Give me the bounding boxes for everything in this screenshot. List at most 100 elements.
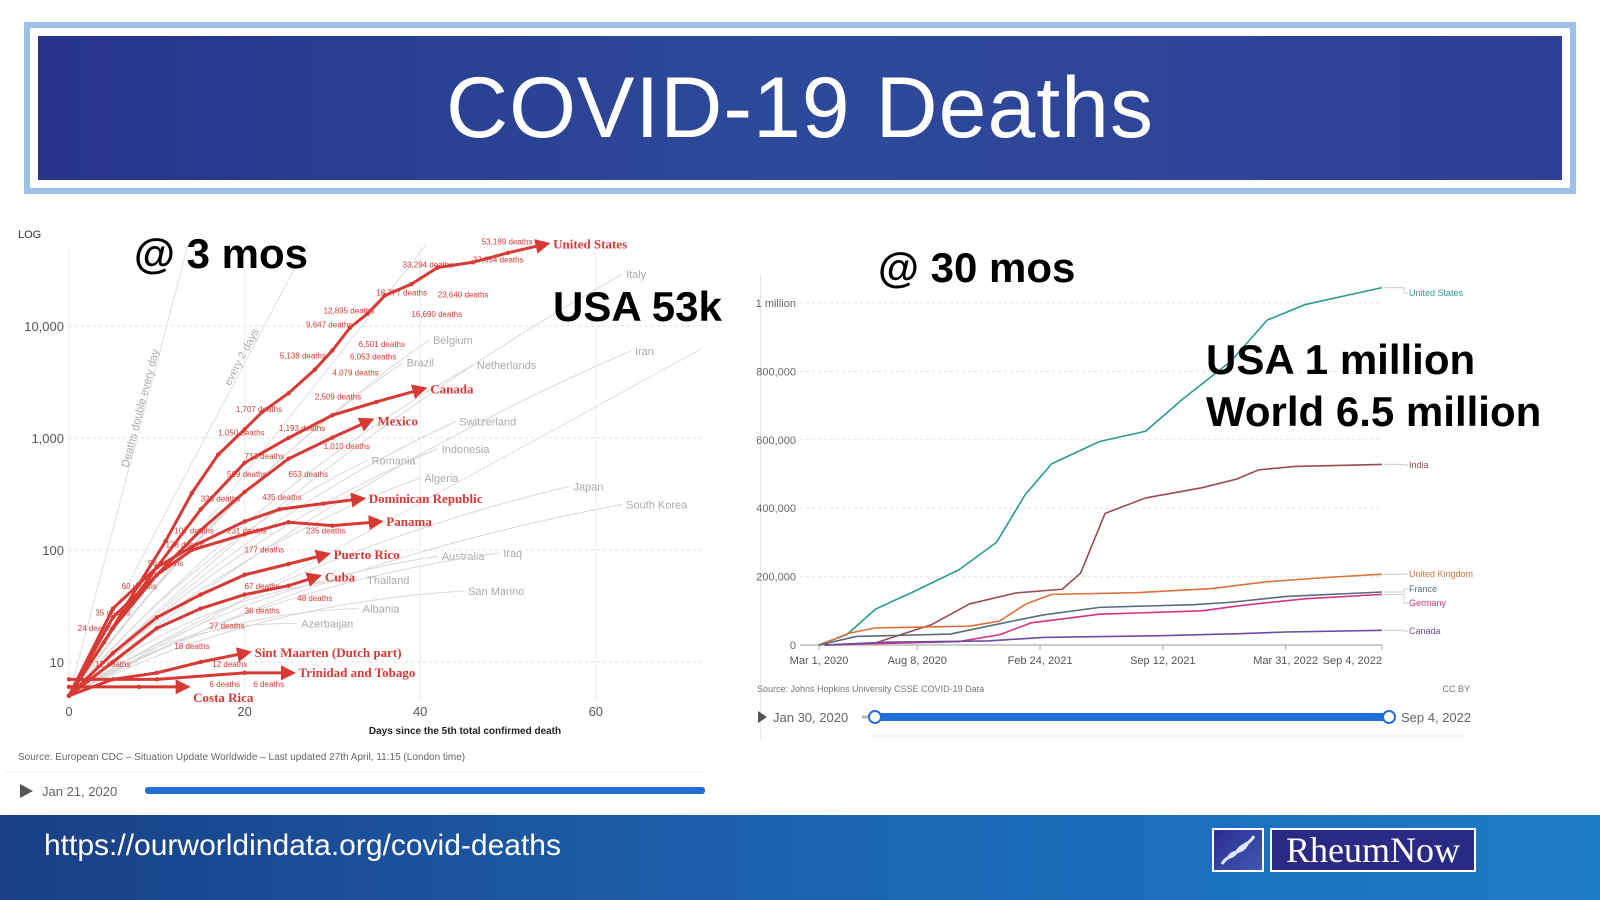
series-label: Canada — [1409, 626, 1441, 636]
country-line-grey — [68, 460, 368, 697]
source-note: Source: Johns Hopkins University CSSE CO… — [757, 684, 984, 694]
data-point — [66, 677, 72, 682]
data-point — [356, 496, 361, 502]
doubling-guide-label: every 2 days — [222, 326, 262, 387]
data-label: 1,193 deaths — [279, 424, 325, 433]
data-point — [242, 532, 247, 537]
data-label: 2,509 deaths — [315, 393, 361, 402]
country-line-grey — [68, 350, 632, 697]
data-point — [242, 427, 247, 432]
data-point — [110, 606, 116, 611]
series-label: United States — [1409, 288, 1464, 298]
data-label: 509 deaths — [227, 470, 267, 479]
legend-leader-line — [1384, 588, 1408, 593]
footer-bar: https://ourworldindata.org/covid-deaths … — [0, 815, 1600, 900]
y-tick-label: 1,000 — [31, 431, 64, 446]
country-line-grey — [68, 503, 623, 697]
timeline-end-handle[interactable] — [1382, 710, 1396, 724]
data-label: 5,138 deaths — [280, 351, 326, 360]
timeline-slider[interactable] — [145, 787, 705, 794]
data-label: 12,895 deaths — [324, 307, 375, 316]
data-point — [418, 387, 423, 392]
data-point — [198, 528, 203, 533]
y-tick-label: 800,000 — [756, 366, 796, 378]
data-point — [154, 626, 159, 631]
y-tick-label: 10 — [50, 655, 64, 670]
timeline-start-label: Jan 21, 2020 — [42, 784, 117, 799]
data-label: 23,640 deaths — [438, 290, 489, 299]
data-point — [110, 659, 116, 665]
data-point — [189, 547, 195, 553]
log-scale-label: LOG — [18, 229, 41, 241]
data-point — [347, 325, 353, 330]
country-line-grey — [68, 339, 430, 697]
data-label: 6,053 deaths — [350, 353, 396, 362]
data-label: 53,189 deaths — [482, 238, 533, 247]
country-label-highlighted: Puerto Rico — [334, 547, 400, 562]
data-point — [286, 456, 291, 461]
data-label: 712 deaths — [245, 452, 285, 461]
data-label: 48 deaths — [297, 594, 332, 603]
data-point — [242, 572, 247, 578]
play-icon[interactable] — [20, 784, 33, 798]
country-label-highlighted: Trinidad and Tobago — [299, 665, 416, 680]
play-icon[interactable] — [758, 711, 767, 723]
country-label-grey: Thailand — [367, 575, 409, 587]
country-label-highlighted: Mexico — [378, 414, 418, 429]
cumulative-deaths-chart: 0 200,000 400,000 600,000 800,000 1 million Ma… — [756, 286, 1473, 737]
data-label: 177 deaths — [245, 545, 285, 554]
timeline-end-label: Sep 4, 2022 — [1401, 710, 1471, 725]
doubling-guide-label: Deaths double every day — [120, 348, 162, 469]
country-label-grey: Iraq — [503, 548, 522, 560]
data-label: 323 deaths — [201, 495, 241, 504]
license-label: CC BY — [1442, 684, 1470, 694]
x-tick-label: 40 — [413, 704, 427, 719]
data-point — [216, 452, 221, 457]
x-tick-label: 60 — [589, 704, 603, 719]
data-label: 435 deaths — [262, 493, 302, 502]
series-label: Germany — [1409, 598, 1447, 608]
slide-title: COVID-19 Deaths — [445, 59, 1155, 156]
country-label-grey: Azerbaijan — [301, 619, 353, 631]
data-label: 138 deaths — [166, 541, 206, 550]
data-point — [154, 615, 159, 620]
rheumnow-logo: RheumNow — [1212, 828, 1476, 872]
data-point — [435, 265, 440, 270]
data-point — [286, 561, 291, 567]
timeline-start-handle[interactable] — [868, 710, 882, 724]
doubling-guide-line — [68, 244, 189, 696]
data-point — [110, 615, 116, 620]
data-label: 18 deaths — [174, 642, 209, 651]
timeline-range[interactable] — [875, 713, 1389, 721]
data-label: 36 deaths — [245, 607, 280, 616]
country-line-grey — [68, 552, 500, 697]
data-point — [374, 399, 379, 405]
data-point — [286, 520, 291, 525]
data-point — [198, 659, 203, 665]
data-point — [409, 281, 414, 287]
country-label-highlighted: United States — [553, 237, 627, 252]
data-point — [189, 544, 195, 549]
series-label: India — [1409, 460, 1429, 470]
log-deaths-chart: LOG 10 100 1,000 10,000 0 20 40 60 Days since the… — [5, 229, 705, 799]
country-line-highlighted — [67, 515, 384, 697]
country-label-highlighted: Canada — [430, 382, 474, 397]
data-point — [286, 391, 291, 396]
country-line-grey — [68, 273, 623, 697]
x-tick-label: 20 — [237, 704, 251, 719]
annotation-usa-53k: USA 53k — [553, 283, 722, 330]
logo-text: RheumNow — [1270, 828, 1476, 872]
doubling-guide-line — [68, 244, 308, 696]
x-tick-label: Feb 24, 2021 — [1008, 655, 1073, 667]
y-tick-label: 1 million — [756, 298, 796, 310]
country-line-highlighted — [67, 492, 367, 697]
data-point — [198, 606, 203, 611]
country-label-grey: Italy — [626, 269, 647, 281]
source-url-link[interactable]: https://ourworldindata.org/covid-deaths — [44, 829, 561, 862]
data-point — [189, 490, 195, 496]
data-point — [540, 242, 546, 247]
country-label-highlighted: Panama — [386, 514, 432, 529]
annotation-usa-1-million: USA 1 million — [1206, 336, 1476, 383]
x-tick-label: Mar 31, 2022 — [1253, 655, 1318, 667]
data-point — [180, 684, 186, 690]
